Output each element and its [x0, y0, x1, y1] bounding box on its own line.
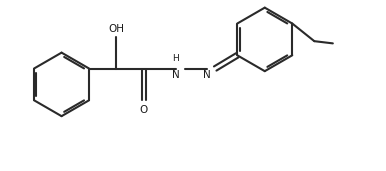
- Text: OH: OH: [108, 24, 124, 34]
- Text: N: N: [172, 70, 179, 80]
- Text: H: H: [172, 54, 179, 63]
- Text: N: N: [203, 70, 211, 80]
- Text: O: O: [140, 105, 148, 115]
